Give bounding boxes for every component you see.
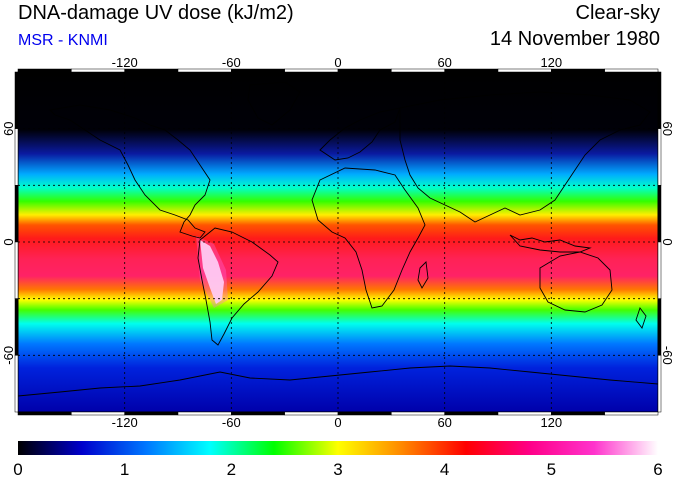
source-label: MSR - KNMI (18, 32, 108, 49)
north-america-outline (49, 104, 211, 239)
colorbar-tick-label: 1 (120, 460, 129, 479)
frame-bar (444, 411, 499, 416)
colorbar-tick-label: 3 (333, 460, 342, 479)
colorbar-tick-label: 2 (227, 460, 236, 479)
colorbar (18, 441, 658, 455)
lon-label-top-w120: -120 (112, 55, 138, 70)
lon-label-top-w60: -60 (222, 55, 241, 70)
lat-label-left-60: 60 (1, 121, 16, 135)
lat-label-right-60: 60 (660, 121, 675, 135)
frame-bar (657, 355, 662, 413)
graticule (18, 72, 658, 412)
lon-label-top-0: 0 (334, 55, 341, 70)
map-date: 14 November 1980 (489, 28, 660, 50)
frame-bar (284, 68, 339, 73)
south-america-outline (197, 227, 279, 346)
frame-bar (657, 128, 662, 186)
frame-bar (14, 128, 19, 186)
lat-label-left-0: 0 (1, 238, 16, 245)
greenland-outline (247, 81, 301, 126)
lon-label-bottom-0: 0 (334, 415, 341, 430)
frame-bar (284, 411, 339, 416)
frame-tick-bars (14, 68, 662, 416)
frame-bar (337, 68, 392, 73)
colorbar-tick-label: 6 (653, 460, 662, 479)
colorbar-ticks: 0 1 2 3 4 5 6 (13, 460, 662, 479)
madagascar-outline (417, 261, 429, 289)
frame-bar (17, 411, 72, 416)
europe-outline (319, 107, 401, 161)
asia-outline (399, 91, 651, 223)
frame-bar (657, 185, 662, 243)
sky-condition: Clear-sky (575, 2, 660, 24)
frame-bar (604, 68, 659, 73)
andes-hotspot (200, 240, 224, 304)
frame-bar (657, 241, 662, 299)
lon-label-top-e60: 60 (437, 55, 451, 70)
africa-outline (311, 167, 426, 309)
frame-bar (337, 411, 392, 416)
australia-outline (539, 251, 613, 313)
lon-label-top-e120: 120 (540, 55, 562, 70)
lon-label-bottom-e60: 60 (437, 415, 451, 430)
lat-label-left-m60: -60 (1, 346, 16, 365)
frame-bar (14, 355, 19, 413)
frame-bar (444, 68, 499, 73)
lon-label-bottom-e120: 120 (540, 415, 562, 430)
frame-bar (14, 71, 19, 129)
new-zealand-outline (635, 307, 647, 329)
frame-bar (14, 185, 19, 243)
lat-label-right-m60: -60 (660, 346, 675, 365)
frame-bar (657, 71, 662, 129)
frame-bar (17, 68, 72, 73)
lon-label-bottom-w60: -60 (222, 415, 241, 430)
frame-bar (14, 241, 19, 299)
indonesia-outline (509, 234, 592, 253)
map-title: DNA-damage UV dose (kJ/m2) (18, 2, 294, 24)
colorbar-tick-label: 5 (547, 460, 556, 479)
colorbar-tick-label: 4 (440, 460, 449, 479)
lon-label-bottom-w120: -120 (112, 415, 138, 430)
frame-bar (604, 411, 659, 416)
lat-label-right-0: 0 (660, 238, 675, 245)
colorbar-tick-label: 0 (13, 460, 22, 479)
antarctica-outline (18, 365, 658, 397)
coastlines (18, 81, 658, 397)
